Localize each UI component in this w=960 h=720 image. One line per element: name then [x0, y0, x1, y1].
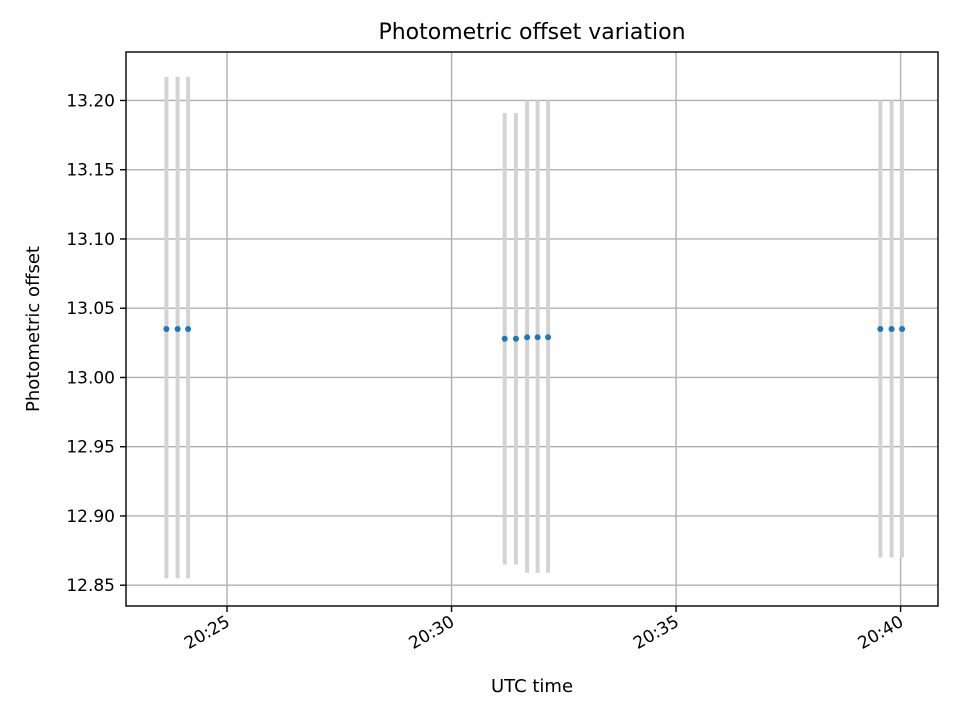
data-point	[501, 335, 508, 342]
data-point	[877, 326, 884, 332]
data-point	[534, 334, 541, 341]
y-axis-label: Photometric offset	[23, 246, 44, 412]
data-point	[174, 326, 181, 332]
data-point	[512, 335, 519, 342]
y-tick-label: 13.00	[66, 368, 115, 388]
points-layer	[163, 326, 906, 342]
x-axis-label: UTC time	[491, 676, 573, 697]
y-tick-label: 13.05	[66, 299, 115, 319]
x-tick-label: 20:35	[630, 612, 682, 654]
y-tick-label: 13.10	[66, 230, 115, 250]
data-point	[899, 326, 906, 332]
data-point	[524, 334, 531, 341]
x-tick-label: 20:25	[181, 612, 233, 654]
y-tick-label: 12.95	[66, 438, 115, 458]
plot-frame	[125, 51, 939, 607]
y-tick-label: 13.15	[66, 161, 115, 181]
y-tick-label: 13.20	[66, 91, 115, 111]
data-point	[888, 326, 895, 332]
y-tick-label: 12.85	[66, 576, 115, 596]
ticks-layer: 20:25 20:30 20:35 20:40 12.85 12.90 12.95 13.00…	[66, 91, 907, 653]
errorbar-layer	[164, 76, 905, 579]
data-point	[545, 334, 552, 341]
data-point	[163, 326, 170, 332]
x-tick-label: 20:40	[855, 612, 907, 654]
y-tick-label: 12.90	[66, 507, 115, 527]
chart-title: Photometric offset variation	[378, 20, 685, 45]
x-tick-label: 20:30	[406, 612, 458, 654]
data-point	[185, 326, 192, 332]
grid-layer	[126, 52, 938, 606]
